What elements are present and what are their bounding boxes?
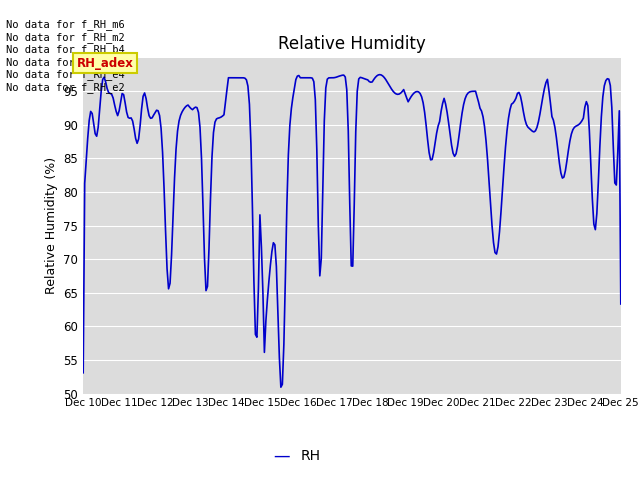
Y-axis label: Relative Humidity (%): Relative Humidity (%) xyxy=(45,157,58,294)
Text: No data for f_RH_e2: No data for f_RH_e2 xyxy=(6,82,125,93)
Text: No data for f_RH_b2: No data for f_RH_b2 xyxy=(6,57,125,68)
Text: No data for f_RH_m6: No data for f_RH_m6 xyxy=(6,19,125,30)
Text: RH_adex: RH_adex xyxy=(77,57,134,70)
Text: No data for f_RH_b4: No data for f_RH_b4 xyxy=(6,44,125,55)
Title: Relative Humidity: Relative Humidity xyxy=(278,35,426,53)
Text: No data for f_RH_m2: No data for f_RH_m2 xyxy=(6,32,125,43)
Text: —: — xyxy=(273,447,290,465)
Text: No data for f_RH_e4: No data for f_RH_e4 xyxy=(6,69,125,80)
Text: RH: RH xyxy=(301,449,321,463)
